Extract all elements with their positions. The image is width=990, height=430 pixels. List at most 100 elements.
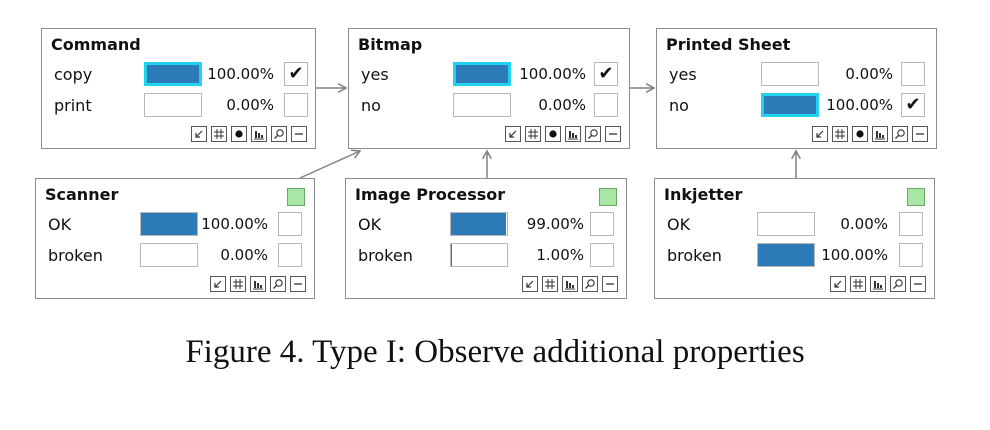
- probability-bar[interactable]: [761, 93, 819, 117]
- node-toolbar: [191, 126, 307, 142]
- state-checkbox[interactable]: [590, 243, 614, 267]
- probability-bar-fill: [141, 213, 197, 235]
- minimize-icon[interactable]: [605, 126, 621, 142]
- chart-icon[interactable]: [250, 276, 266, 292]
- minimize-icon[interactable]: [602, 276, 618, 292]
- zoom-icon[interactable]: [892, 126, 908, 142]
- table-icon[interactable]: [211, 126, 227, 142]
- zoom-icon[interactable]: [270, 276, 286, 292]
- arrow-icon[interactable]: [210, 276, 226, 292]
- probability-value: 100.00%: [821, 246, 888, 264]
- probability-value: 0.00%: [538, 96, 586, 114]
- evidence-marker[interactable]: [287, 188, 305, 206]
- probability-value: 0.00%: [220, 246, 268, 264]
- arrow-icon[interactable]: [191, 126, 207, 142]
- probability-bar[interactable]: [761, 62, 819, 86]
- figure-caption: Figure 4. Type I: Observe additional pro…: [185, 334, 805, 370]
- state-checkbox[interactable]: [899, 243, 923, 267]
- state-checkbox[interactable]: ✔: [901, 93, 925, 117]
- node-title: Bitmap: [358, 35, 423, 54]
- probability-bar[interactable]: [757, 212, 815, 236]
- minimize-icon[interactable]: [291, 126, 307, 142]
- chart-icon[interactable]: [251, 126, 267, 142]
- probability-bar[interactable]: [140, 212, 198, 236]
- zoom-icon[interactable]: [271, 126, 287, 142]
- table-icon[interactable]: [542, 276, 558, 292]
- state-row: no 0.00%: [349, 93, 629, 119]
- state-label: copy: [54, 65, 93, 84]
- probability-value: 100.00%: [201, 215, 268, 233]
- checkmark-icon: ✔: [598, 63, 614, 84]
- dot-icon[interactable]: [231, 126, 247, 142]
- arrow-icon[interactable]: [505, 126, 521, 142]
- state-checkbox[interactable]: [278, 243, 302, 267]
- zoom-icon[interactable]: [582, 276, 598, 292]
- evidence-marker[interactable]: [599, 188, 617, 206]
- state-label: OK: [48, 215, 72, 234]
- evidence-marker[interactable]: [907, 188, 925, 206]
- node-title: Scanner: [45, 185, 119, 204]
- dot-icon[interactable]: [852, 126, 868, 142]
- state-row: OK 0.00%: [655, 212, 934, 238]
- arrow-icon[interactable]: [830, 276, 846, 292]
- node-inkjetter[interactable]: Inkjetter OK 0.00% broken 100.00%: [654, 178, 935, 299]
- probability-value: 99.00%: [526, 215, 584, 233]
- state-label: no: [361, 96, 381, 115]
- node-title: Command: [51, 35, 141, 54]
- table-icon[interactable]: [525, 126, 541, 142]
- state-checkbox[interactable]: [901, 62, 925, 86]
- probability-bar[interactable]: [144, 62, 202, 86]
- table-icon[interactable]: [832, 126, 848, 142]
- arrow-icon[interactable]: [812, 126, 828, 142]
- state-checkbox[interactable]: [899, 212, 923, 236]
- node-image-processor[interactable]: Image Processor OK 99.00% broken 1.00%: [345, 178, 627, 299]
- probability-bar-fill: [451, 244, 452, 266]
- probability-bar[interactable]: [140, 243, 198, 267]
- node-bitmap[interactable]: Bitmap yes 100.00% ✔ no 0.00%: [348, 28, 630, 149]
- state-label: OK: [667, 215, 691, 234]
- zoom-icon[interactable]: [890, 276, 906, 292]
- minimize-icon[interactable]: [290, 276, 306, 292]
- chart-icon[interactable]: [562, 276, 578, 292]
- state-checkbox[interactable]: [284, 93, 308, 117]
- table-icon[interactable]: [230, 276, 246, 292]
- probability-bar[interactable]: [453, 93, 511, 117]
- probability-bar-fill: [764, 96, 816, 114]
- state-label: print: [54, 96, 92, 115]
- state-checkbox[interactable]: [590, 212, 614, 236]
- probability-bar[interactable]: [450, 212, 508, 236]
- arrow-icon[interactable]: [522, 276, 538, 292]
- probability-value: 100.00%: [826, 96, 893, 114]
- node-toolbar: [522, 276, 618, 292]
- node-scanner[interactable]: Scanner OK 100.00% broken 0.00%: [35, 178, 315, 299]
- dot-icon[interactable]: [545, 126, 561, 142]
- state-checkbox[interactable]: ✔: [594, 62, 618, 86]
- edge-command-to-bitmap: [316, 83, 348, 93]
- state-row: yes 0.00%: [657, 62, 936, 88]
- state-checkbox[interactable]: ✔: [284, 62, 308, 86]
- state-label: broken: [667, 246, 722, 265]
- checkmark-icon: ✔: [288, 63, 304, 84]
- minimize-icon[interactable]: [912, 126, 928, 142]
- probability-bar[interactable]: [450, 243, 508, 267]
- probability-bar[interactable]: [144, 93, 202, 117]
- node-command[interactable]: Command copy 100.00% ✔ print 0.00%: [41, 28, 316, 149]
- zoom-icon[interactable]: [585, 126, 601, 142]
- probability-bar[interactable]: [757, 243, 815, 267]
- chart-icon[interactable]: [565, 126, 581, 142]
- state-checkbox[interactable]: [594, 93, 618, 117]
- state-label: yes: [669, 65, 697, 84]
- probability-bar[interactable]: [453, 62, 511, 86]
- state-checkbox[interactable]: [278, 212, 302, 236]
- chart-icon[interactable]: [872, 126, 888, 142]
- table-icon[interactable]: [850, 276, 866, 292]
- state-row: broken 0.00%: [36, 243, 314, 269]
- probability-value: 0.00%: [845, 65, 893, 83]
- state-label: broken: [358, 246, 413, 265]
- node-printed-sheet[interactable]: Printed Sheet yes 0.00% no 100.00% ✔: [656, 28, 937, 149]
- chart-icon[interactable]: [870, 276, 886, 292]
- node-title: Inkjetter: [664, 185, 743, 204]
- probability-value: 1.00%: [536, 246, 584, 264]
- minimize-icon[interactable]: [910, 276, 926, 292]
- checkmark-icon: ✔: [905, 94, 921, 115]
